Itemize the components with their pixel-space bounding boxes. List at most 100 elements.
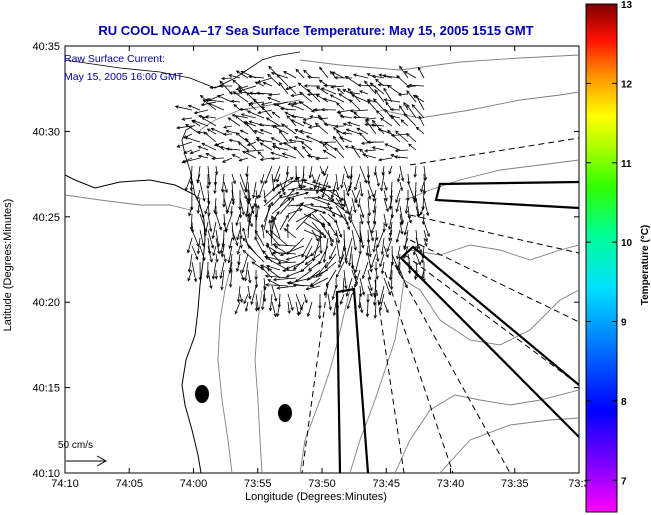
current-vector	[378, 128, 393, 135]
current-vector	[288, 101, 297, 105]
current-vector	[359, 148, 369, 159]
current-vector-head	[213, 190, 217, 195]
current-vector-head	[389, 286, 394, 291]
current-vector	[239, 293, 243, 303]
current-vector-head	[325, 283, 330, 287]
current-vector-head	[371, 146, 376, 150]
current-vector	[303, 205, 326, 214]
current-vector	[358, 84, 377, 87]
current-vector	[373, 197, 377, 213]
current-vector-head	[260, 223, 265, 228]
current-vector	[373, 237, 377, 252]
current-vector	[321, 181, 329, 198]
current-vector	[336, 130, 345, 143]
current-vector-head	[287, 102, 292, 106]
current-vector-head	[412, 94, 417, 99]
current-vector-head	[234, 310, 238, 315]
y-tick-label: 40:25	[32, 212, 60, 224]
current-vector-head	[406, 90, 410, 94]
current-vector-head	[320, 232, 325, 236]
current-vector	[332, 71, 345, 79]
current-vector	[255, 301, 257, 312]
current-vector	[185, 124, 201, 135]
current-vector	[231, 229, 239, 246]
current-vector	[319, 229, 322, 254]
current-vector	[215, 165, 218, 175]
current-vector	[256, 92, 273, 95]
current-vector-head	[254, 229, 259, 234]
current-vector	[239, 269, 244, 281]
current-vector	[271, 197, 291, 215]
current-vector	[269, 293, 273, 311]
current-vector	[267, 74, 281, 87]
current-vector	[191, 261, 197, 282]
current-vector	[407, 261, 411, 274]
colorbar-tick-label: 10	[621, 238, 633, 249]
current-vector-head	[245, 149, 250, 153]
current-vector-head	[306, 277, 311, 281]
current-vector	[175, 106, 193, 111]
current-vector-head	[206, 128, 211, 132]
current-vector	[308, 261, 321, 271]
current-vector	[325, 253, 337, 269]
colorbar	[585, 3, 618, 513]
current-vector-head	[239, 235, 243, 240]
current-vector-head	[207, 102, 212, 106]
current-vector-head	[242, 150, 246, 154]
current-vector	[379, 253, 385, 267]
current-vector	[271, 216, 276, 231]
current-vector	[243, 293, 249, 304]
current-vector	[324, 123, 337, 127]
current-vector	[343, 269, 347, 289]
current-vector	[350, 213, 353, 223]
current-vector	[351, 253, 353, 269]
current-vector	[187, 269, 193, 281]
current-vector-head	[372, 248, 376, 253]
current-vector-head	[224, 229, 228, 234]
current-vector-head	[263, 199, 267, 204]
current-vector	[231, 173, 236, 184]
current-vector	[353, 111, 361, 119]
current-vector	[330, 71, 337, 79]
current-vector	[370, 82, 385, 95]
current-vector	[272, 142, 281, 151]
current-vector-head	[201, 214, 205, 219]
current-vector	[221, 77, 233, 80]
current-vector	[257, 151, 265, 159]
current-vector	[335, 237, 341, 264]
current-vector	[391, 253, 399, 269]
current-vector-head	[338, 234, 343, 239]
current-vector	[225, 213, 233, 232]
current-vector-head	[424, 243, 428, 247]
current-vector-head	[248, 75, 252, 79]
current-vector	[207, 128, 217, 135]
current-vector	[396, 75, 409, 87]
current-vector-head	[320, 107, 325, 112]
current-vector	[366, 245, 369, 256]
current-vector-head	[331, 296, 335, 301]
current-vector-head	[271, 252, 275, 256]
current-vector-head	[272, 250, 276, 255]
current-vector-head	[369, 293, 373, 298]
current-vector	[177, 141, 193, 148]
current-vector	[351, 261, 357, 279]
current-vector-head	[272, 103, 277, 107]
current-vector	[286, 253, 305, 261]
current-vector	[353, 116, 369, 119]
current-vector	[415, 269, 417, 280]
current-vector	[413, 94, 425, 103]
current-vector-head	[400, 230, 404, 235]
current-vector-head	[411, 104, 416, 108]
current-vector-head	[208, 228, 213, 233]
current-vector	[388, 165, 393, 174]
current-vector-head	[335, 305, 340, 310]
current-vector-head	[227, 259, 231, 264]
current-vector-head	[403, 231, 408, 236]
current-vector	[395, 189, 401, 203]
current-vector	[389, 261, 393, 280]
current-vector	[207, 229, 214, 249]
current-vector-head	[217, 250, 221, 255]
current-vector	[199, 245, 205, 261]
current-vector	[279, 141, 297, 145]
current-vector-head	[235, 132, 240, 136]
